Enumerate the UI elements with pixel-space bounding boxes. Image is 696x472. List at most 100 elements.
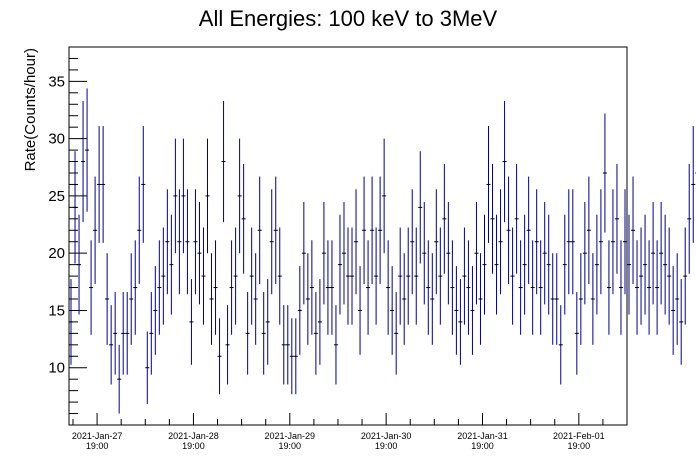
data-point — [221, 100, 226, 223]
data-point — [265, 279, 270, 365]
data-point — [671, 266, 676, 355]
data-point — [578, 253, 583, 345]
data-point — [337, 214, 342, 315]
data-point — [81, 100, 86, 223]
data-point — [490, 163, 495, 274]
data-point — [566, 189, 571, 295]
data-point — [675, 253, 680, 345]
data-point — [590, 253, 595, 345]
data-point — [462, 227, 467, 325]
data-point — [317, 279, 322, 365]
data-point — [410, 189, 415, 295]
data-point — [165, 189, 170, 295]
data-point — [121, 292, 126, 375]
chart-title: All Energies: 100 keV to 3MeV — [199, 6, 498, 31]
data-point — [622, 189, 627, 295]
data-point — [69, 279, 74, 365]
data-point — [105, 253, 110, 345]
data-point — [257, 176, 262, 284]
data-point — [77, 214, 82, 315]
data-point — [269, 189, 274, 295]
data-point — [261, 292, 266, 375]
data-point — [293, 318, 298, 395]
data-point — [181, 138, 186, 254]
data-point — [534, 189, 539, 295]
data-point — [639, 227, 644, 325]
data-point — [197, 201, 202, 305]
data-point — [466, 240, 471, 335]
data-point — [538, 240, 543, 335]
data-point — [498, 189, 503, 295]
data-point — [486, 126, 491, 243]
data-point — [129, 253, 134, 345]
data-point — [474, 201, 479, 305]
data-point — [402, 253, 407, 345]
data-point — [301, 201, 306, 305]
data-point — [309, 240, 314, 335]
y-tick-label: 35 — [48, 73, 65, 90]
data-point — [177, 189, 182, 295]
data-point — [582, 201, 587, 305]
data-point — [390, 266, 395, 355]
data-point — [406, 227, 411, 325]
data-point — [233, 227, 238, 325]
data-point — [173, 138, 178, 254]
y-axis: 10 15 20 25 30 35 — [48, 46, 87, 426]
data-point — [229, 240, 234, 335]
data-point — [550, 253, 555, 345]
data-point — [659, 201, 664, 305]
data-point — [542, 201, 547, 305]
data-point — [297, 266, 302, 355]
data-point — [149, 292, 154, 375]
data-point — [217, 318, 222, 395]
data-point — [510, 227, 515, 325]
x-tick-label: 2021-Jan-30 — [361, 431, 412, 441]
data-point — [635, 240, 640, 335]
data-point — [627, 214, 632, 315]
data-point — [321, 201, 326, 305]
data-point — [687, 163, 692, 274]
data-point — [667, 227, 672, 325]
data-point — [113, 292, 118, 375]
data-point — [506, 176, 511, 284]
data-point — [562, 214, 567, 315]
data-point — [205, 138, 210, 254]
y-tick-label: 20 — [48, 245, 65, 262]
data-point — [618, 240, 623, 335]
data-point — [117, 344, 122, 414]
data-point — [502, 100, 507, 223]
data-point — [647, 240, 652, 335]
data-point — [378, 176, 383, 284]
data-point — [341, 201, 346, 305]
data-point — [438, 227, 443, 325]
data-point — [101, 126, 106, 243]
data-point — [313, 292, 318, 375]
data-point — [606, 240, 611, 335]
data-point — [245, 292, 250, 375]
data-point — [655, 240, 660, 335]
data-point — [643, 214, 648, 315]
data-point — [153, 266, 158, 355]
data-point — [514, 163, 519, 274]
data-point — [289, 318, 294, 395]
data-point — [201, 227, 206, 325]
x-tick-label: 2021-Jan-27 — [72, 431, 123, 441]
data-point — [602, 113, 607, 233]
data-point — [494, 214, 499, 315]
data-point — [683, 227, 688, 325]
data-point — [125, 292, 130, 375]
x-tick-label: 2021-Jan-28 — [168, 431, 219, 441]
data-point — [109, 305, 114, 385]
data-point — [73, 151, 78, 264]
data-point — [434, 189, 439, 295]
data-point — [446, 201, 451, 305]
data-point — [426, 240, 431, 335]
data-point — [253, 253, 258, 345]
data-point — [213, 240, 218, 335]
data-point — [362, 176, 367, 284]
data-point — [570, 189, 575, 295]
data-point — [366, 240, 371, 335]
data-point — [305, 253, 310, 345]
x-tick-label: 2021-Jan-31 — [457, 431, 508, 441]
